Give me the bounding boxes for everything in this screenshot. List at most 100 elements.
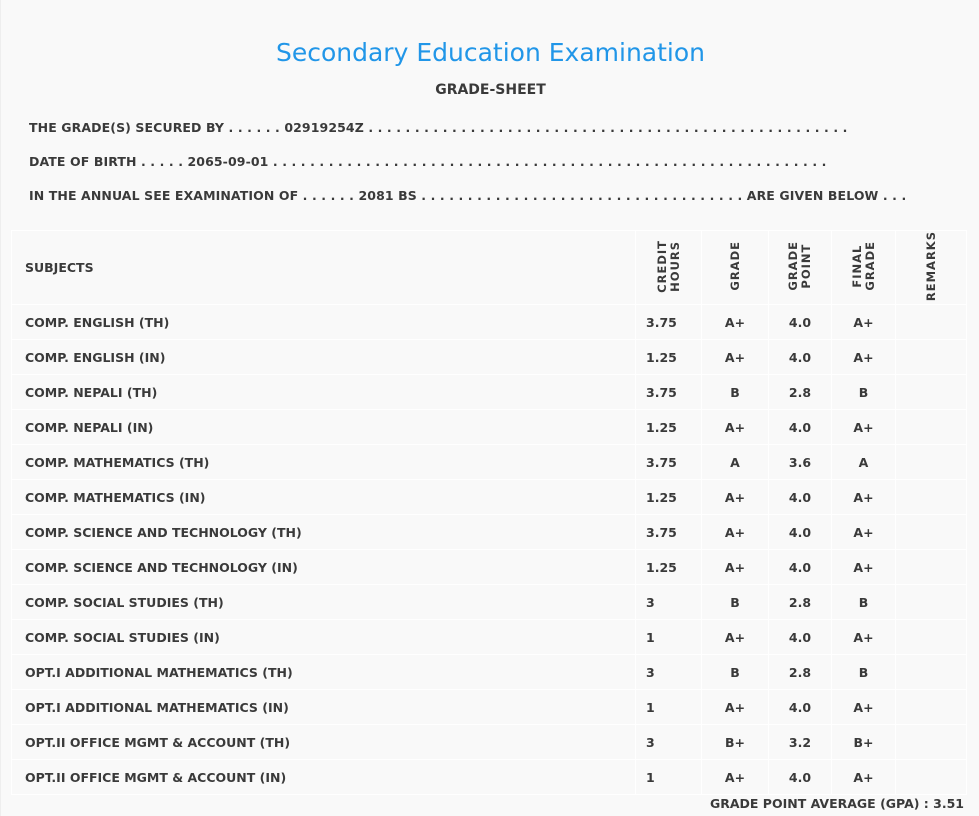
grade-cell: A+ xyxy=(701,479,769,516)
remarks-cell xyxy=(895,619,967,656)
final-grade-cell: A+ xyxy=(831,514,896,551)
table-row: COMP. SCIENCE AND TECHNOLOGY (TH) 3.75 A+ 4… xyxy=(11,514,967,551)
credit-hours-cell: 3 xyxy=(635,724,702,761)
header-row: SUBJECTS CREDIT HOURS GRADE GRADE POINT FI… xyxy=(11,229,967,306)
final-grade-cell: B+ xyxy=(831,724,896,761)
table-row: COMP. NEPALI (TH) 3.75 B 2.8 B xyxy=(11,374,967,411)
final-grade-cell: A+ xyxy=(831,304,896,341)
remarks-cell xyxy=(895,724,967,761)
credit-hours-cell: 3 xyxy=(635,654,702,691)
grade-point-cell: 4.0 xyxy=(768,339,832,376)
final-grade-cell: A+ xyxy=(831,479,896,516)
final-grade-cell: A+ xyxy=(831,689,896,726)
grade-cell: B xyxy=(701,584,769,621)
grades-table: SUBJECTS CREDIT HOURS GRADE GRADE POINT FI… xyxy=(11,229,967,796)
subject-cell: COMP. MATHEMATICS (TH) xyxy=(11,444,636,481)
subject-cell: COMP. NEPALI (TH) xyxy=(11,374,636,411)
grade-cell: B xyxy=(701,654,769,691)
grade-point-cell: 4.0 xyxy=(768,689,832,726)
final-grade-cell: A+ xyxy=(831,759,896,796)
page-title: Secondary Education Examination xyxy=(275,38,706,67)
grade-cell: A+ xyxy=(701,409,769,446)
table-row: OPT.I ADDITIONAL MATHEMATICS (IN) 1 A+ 4.0 A… xyxy=(11,689,967,726)
subject-cell: OPT.II OFFICE MGMT & ACCOUNT (IN) xyxy=(11,759,636,796)
remarks-cell xyxy=(895,304,967,341)
subject-cell: OPT.I ADDITIONAL MATHEMATICS (IN) xyxy=(11,689,636,726)
final-grade-cell: A xyxy=(831,444,896,481)
final-grade-cell: B xyxy=(831,654,896,691)
grade-cell: A+ xyxy=(701,619,769,656)
credit-hours-cell: 1 xyxy=(635,759,702,796)
remarks-cell xyxy=(895,689,967,726)
subject-cell: COMP. ENGLISH (TH) xyxy=(11,304,636,341)
table-row: COMP. MATHEMATICS (TH) 3.75 A 3.6 A xyxy=(11,444,967,481)
subject-cell: COMP. SOCIAL STUDIES (TH) xyxy=(11,584,636,621)
credit-hours-header: CREDIT HOURS xyxy=(635,229,702,306)
grade-cell: B xyxy=(701,374,769,411)
grade-point-header: GRADE POINT xyxy=(768,229,832,306)
remarks-cell xyxy=(895,444,967,481)
subtitle: GRADE-SHEET xyxy=(435,82,546,98)
table-row: OPT.II OFFICE MGMT & ACCOUNT (IN) 1 A+ 4.0 A… xyxy=(11,759,967,796)
final-grade-cell: A+ xyxy=(831,549,896,586)
symbol-number-line: THE GRADE(S) SECURED BY . . . . . . 0291… xyxy=(29,120,848,135)
credit-hours-cell: 1 xyxy=(635,619,702,656)
table-row: COMP. SOCIAL STUDIES (IN) 1 A+ 4.0 A+ xyxy=(11,619,967,656)
remarks-cell xyxy=(895,374,967,411)
grade-cell: A+ xyxy=(701,339,769,376)
table-row: COMP. MATHEMATICS (IN) 1.25 A+ 4.0 A+ xyxy=(11,479,967,516)
grade-point-cell: 4.0 xyxy=(768,479,832,516)
final-grade-cell: A+ xyxy=(831,339,896,376)
grade-point-cell: 2.8 xyxy=(768,654,832,691)
grade-point-cell: 4.0 xyxy=(768,549,832,586)
grade-header: GRADE xyxy=(701,229,769,306)
credit-hours-cell: 3 xyxy=(635,584,702,621)
subject-cell: OPT.I ADDITIONAL MATHEMATICS (TH) xyxy=(11,654,636,691)
final-grade-cell: A+ xyxy=(831,409,896,446)
table-row: COMP. SCIENCE AND TECHNOLOGY (IN) 1.25 A+ 4… xyxy=(11,549,967,586)
credit-hours-cell: 3.75 xyxy=(635,374,702,411)
remarks-cell xyxy=(895,339,967,376)
remarks-cell xyxy=(895,479,967,516)
table-row: COMP. NEPALI (IN) 1.25 A+ 4.0 A+ xyxy=(11,409,967,446)
credit-hours-cell: 1.25 xyxy=(635,549,702,586)
credit-hours-cell: 1.25 xyxy=(635,479,702,516)
credit-hours-cell: 3.75 xyxy=(635,514,702,551)
remarks-cell xyxy=(895,759,967,796)
exam-year-line: IN THE ANNUAL SEE EXAMINATION OF . . . .… xyxy=(29,188,907,203)
subjects-header: SUBJECTS xyxy=(11,229,636,306)
grade-cell: A+ xyxy=(701,689,769,726)
grade-cell: A+ xyxy=(701,549,769,586)
subject-cell: COMP. SOCIAL STUDIES (IN) xyxy=(11,619,636,656)
grade-point-cell: 3.6 xyxy=(768,444,832,481)
table-row: COMP. ENGLISH (TH) 3.75 A+ 4.0 A+ xyxy=(11,304,967,341)
grade-cell: A+ xyxy=(701,759,769,796)
final-grade-header: FINAL GRADE xyxy=(831,229,896,306)
remarks-cell xyxy=(895,654,967,691)
grade-point-cell: 4.0 xyxy=(768,514,832,551)
grade-cell: B+ xyxy=(701,724,769,761)
subject-cell: OPT.II OFFICE MGMT & ACCOUNT (TH) xyxy=(11,724,636,761)
grade-point-cell: 3.2 xyxy=(768,724,832,761)
table-row: OPT.II OFFICE MGMT & ACCOUNT (TH) 3 B+ 3.2 B… xyxy=(11,724,967,761)
dob-line: DATE OF BIRTH . . . . . 2065-09-01 . . .… xyxy=(29,154,827,169)
grade-point-cell: 2.8 xyxy=(768,584,832,621)
gpa: GRADE POINT AVERAGE (GPA) : 3.51 xyxy=(709,796,964,811)
table-row: COMP. SOCIAL STUDIES (TH) 3 B 2.8 B xyxy=(11,584,967,621)
final-grade-cell: B xyxy=(831,374,896,411)
remarks-cell xyxy=(895,549,967,586)
credit-hours-cell: 3.75 xyxy=(635,304,702,341)
grade-point-cell: 2.8 xyxy=(768,374,832,411)
remarks-cell xyxy=(895,514,967,551)
grade-point-cell: 4.0 xyxy=(768,759,832,796)
remarks-header: REMARKS xyxy=(895,229,967,306)
credit-hours-cell: 1.25 xyxy=(635,339,702,376)
subject-cell: COMP. NEPALI (IN) xyxy=(11,409,636,446)
credit-hours-cell: 1 xyxy=(635,689,702,726)
credit-hours-cell: 3.75 xyxy=(635,444,702,481)
grade-cell: A+ xyxy=(701,304,769,341)
credit-hours-cell: 1.25 xyxy=(635,409,702,446)
final-grade-cell: A+ xyxy=(831,619,896,656)
subject-cell: COMP. MATHEMATICS (IN) xyxy=(11,479,636,516)
